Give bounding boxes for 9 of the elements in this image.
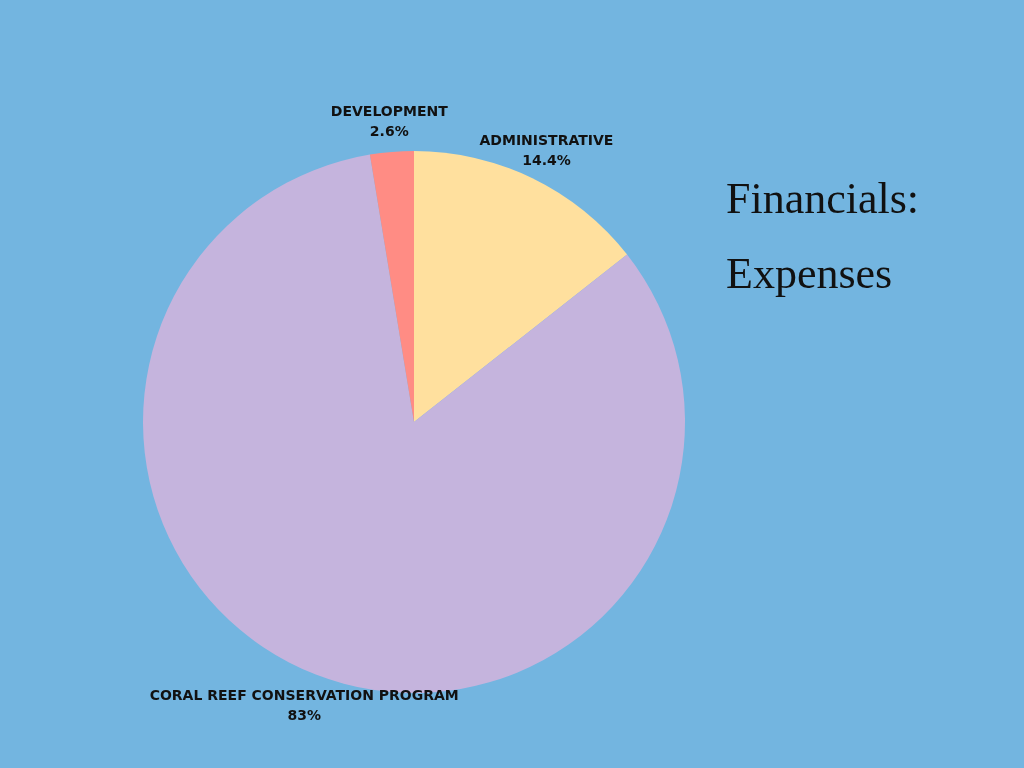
- slice-label: DEVELOPMENT: [330, 103, 449, 120]
- pie-slice: [414, 151, 628, 422]
- slice-label: ADMINISTRATIVE: [479, 132, 614, 149]
- data-label: 83%: [287, 707, 321, 724]
- pie-slice: [369, 151, 414, 422]
- slice-label: CORAL REEF CONSERVATION PROGRAM: [149, 687, 459, 704]
- data-label: 2.6%: [369, 123, 409, 140]
- data-label: 14.4%: [522, 152, 571, 169]
- text: Financials: Expenses: [726, 174, 920, 298]
